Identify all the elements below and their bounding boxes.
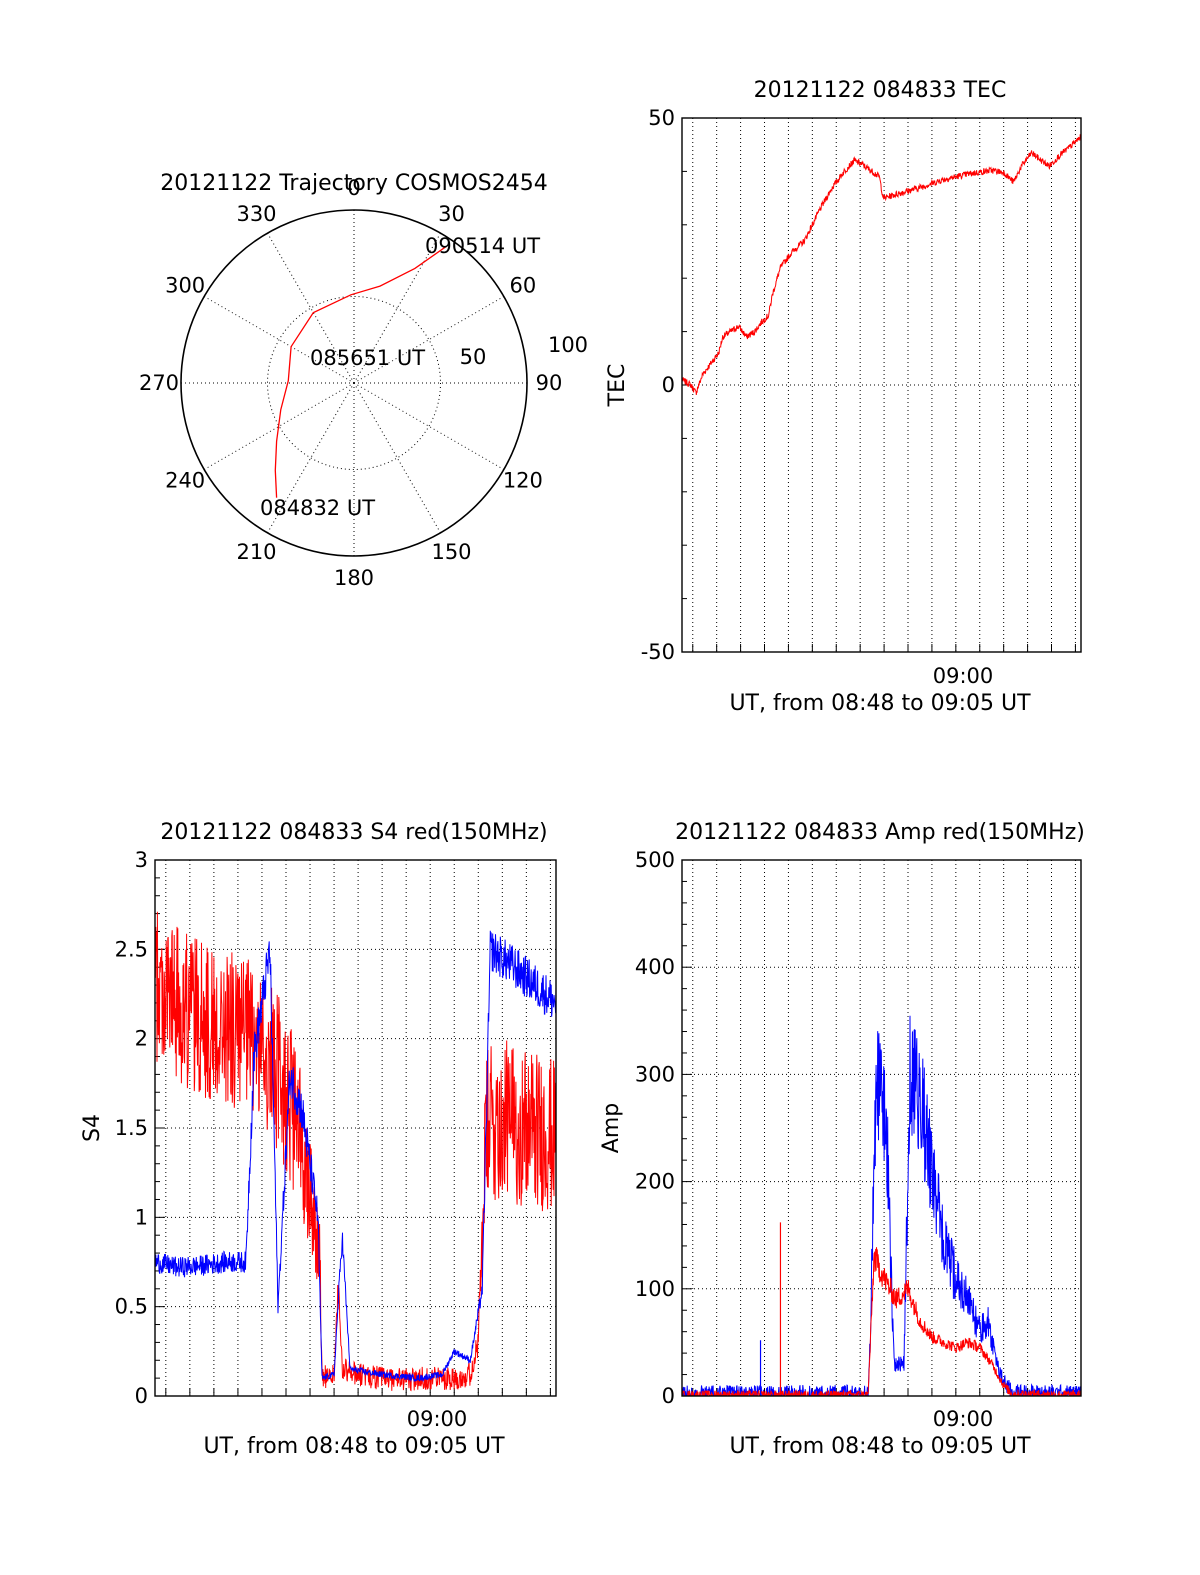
polar-spoke bbox=[353, 296, 505, 384]
tec-y-tick-label: -50 bbox=[641, 640, 675, 664]
polar-azimuth-label: 90 bbox=[536, 371, 563, 395]
tec-panel: 20121122 084833 TEC -50 0 50 09:00 UT, fro… bbox=[605, 78, 1082, 716]
s4-panel: 20121122 084833 S4 red(150MHz) 0 0.5 1 1.5 2… bbox=[80, 820, 557, 1459]
s4-y-tick-label: 3 bbox=[135, 848, 148, 872]
s4-y-tick-label: 0 bbox=[135, 1384, 148, 1408]
amp-y-tick-label: 200 bbox=[635, 1170, 675, 1194]
amp-y-tick-label: 0 bbox=[662, 1384, 675, 1408]
polar-azimuth-label: 270 bbox=[139, 371, 179, 395]
polar-azimuth-labels: 0 30 60 90 120 150 180 210 240 270 300 330 bbox=[139, 176, 562, 590]
tec-series-line-red bbox=[682, 133, 1081, 395]
amp-plot-frame bbox=[681, 859, 1082, 1397]
tec-y-tick-label: 0 bbox=[662, 373, 675, 397]
s4-x-tick-label: 09:00 bbox=[407, 1407, 468, 1431]
s4-y-tick-label: 2 bbox=[135, 1027, 148, 1051]
polar-azimuth-label: 120 bbox=[503, 469, 543, 493]
amp-y-tick-label: 400 bbox=[635, 955, 675, 979]
polar-azimuth-label: 240 bbox=[165, 469, 205, 493]
tec-x-axis-label: UT, from 08:48 to 09:05 UT bbox=[729, 691, 1031, 716]
amp-title: 20121122 084833 Amp red(150MHz) bbox=[675, 820, 1085, 845]
amp-y-tick-labels: 0 100 200 300 400 500 bbox=[635, 848, 675, 1408]
tec-y-tick-label: 50 bbox=[648, 106, 675, 130]
polar-spoke bbox=[203, 382, 355, 470]
s4-y-tick-label: 2.5 bbox=[115, 937, 148, 961]
tec-grid bbox=[682, 117, 1081, 653]
amp-series-line-red bbox=[682, 1247, 1081, 1396]
s4-plot-frame bbox=[154, 859, 557, 1397]
s4-series-line-red bbox=[155, 911, 556, 1392]
tec-x-tick-label: 09:00 bbox=[933, 664, 994, 688]
polar-azimuth-label: 60 bbox=[510, 274, 537, 298]
tec-title: 20121122 084833 TEC bbox=[754, 78, 1007, 103]
s4-x-axis-label: UT, from 08:48 to 09:05 UT bbox=[203, 1434, 505, 1459]
amp-series bbox=[682, 1015, 1081, 1396]
s4-series bbox=[155, 911, 556, 1392]
polar-trajectory-line bbox=[274, 246, 447, 498]
amp-x-tick-label: 09:00 bbox=[933, 1407, 994, 1431]
amp-series-line-blue bbox=[682, 1015, 1081, 1396]
tec-y-tick-labels: -50 0 50 bbox=[641, 106, 675, 664]
trajectory-start-label: 084832 UT bbox=[260, 496, 375, 520]
polar-spoke bbox=[353, 382, 441, 534]
amp-grid bbox=[682, 859, 1081, 1397]
polar-azimuth-label: 300 bbox=[165, 274, 205, 298]
polar-spoke bbox=[267, 382, 355, 534]
amp-x-axis-label: UT, from 08:48 to 09:05 UT bbox=[729, 1434, 1031, 1459]
amp-panel: 20121122 084833 Amp red(150MHz) 0 100 200 3… bbox=[599, 820, 1085, 1459]
amp-y-tick-label: 300 bbox=[635, 1062, 675, 1086]
polar-grid bbox=[180, 209, 528, 557]
polar-spoke bbox=[203, 296, 355, 384]
tec-y-axis-label: TEC bbox=[605, 364, 630, 408]
polar-spoke bbox=[353, 382, 505, 470]
polar-spoke bbox=[267, 232, 355, 384]
polar-azimuth-label: 30 bbox=[438, 202, 465, 226]
amp-y-tick-label: 100 bbox=[635, 1277, 675, 1301]
polar-inner-ring bbox=[267, 296, 441, 470]
s4-y-tick-label: 1.5 bbox=[115, 1116, 148, 1140]
polar-azimuth-label: 180 bbox=[334, 566, 374, 590]
trajectory-end-label: 090514 UT bbox=[425, 234, 540, 258]
polar-azimuth-label: 210 bbox=[236, 540, 276, 564]
s4-y-tick-label: 1 bbox=[135, 1205, 148, 1229]
polar-panel: 20121122 Trajectory COSMOS2454 0 30 60 90 12… bbox=[139, 171, 588, 590]
polar-title: 20121122 Trajectory COSMOS2454 bbox=[160, 171, 547, 196]
tec-plot-frame bbox=[681, 117, 1082, 653]
s4-title: 20121122 084833 S4 red(150MHz) bbox=[160, 820, 547, 845]
s4-y-tick-label: 0.5 bbox=[115, 1295, 148, 1319]
polar-radius-label-50: 50 bbox=[460, 345, 487, 369]
trajectory-mid-label: 085651 UT bbox=[310, 346, 425, 370]
polar-azimuth-label: 330 bbox=[236, 202, 276, 226]
s4-y-axis-label: S4 bbox=[80, 1114, 105, 1142]
polar-radius-label-100: 100 bbox=[548, 333, 588, 357]
s4-series-line-blue bbox=[155, 930, 556, 1383]
polar-spoke bbox=[353, 232, 441, 384]
tec-series bbox=[682, 133, 1081, 395]
polar-azimuth-label: 150 bbox=[431, 540, 471, 564]
s4-y-tick-labels: 0 0.5 1 1.5 2 2.5 3 bbox=[115, 848, 148, 1408]
polar-azimuth-label: 0 bbox=[347, 176, 360, 200]
amp-y-tick-label: 500 bbox=[635, 848, 675, 872]
amp-y-axis-label: Amp bbox=[599, 1103, 624, 1153]
